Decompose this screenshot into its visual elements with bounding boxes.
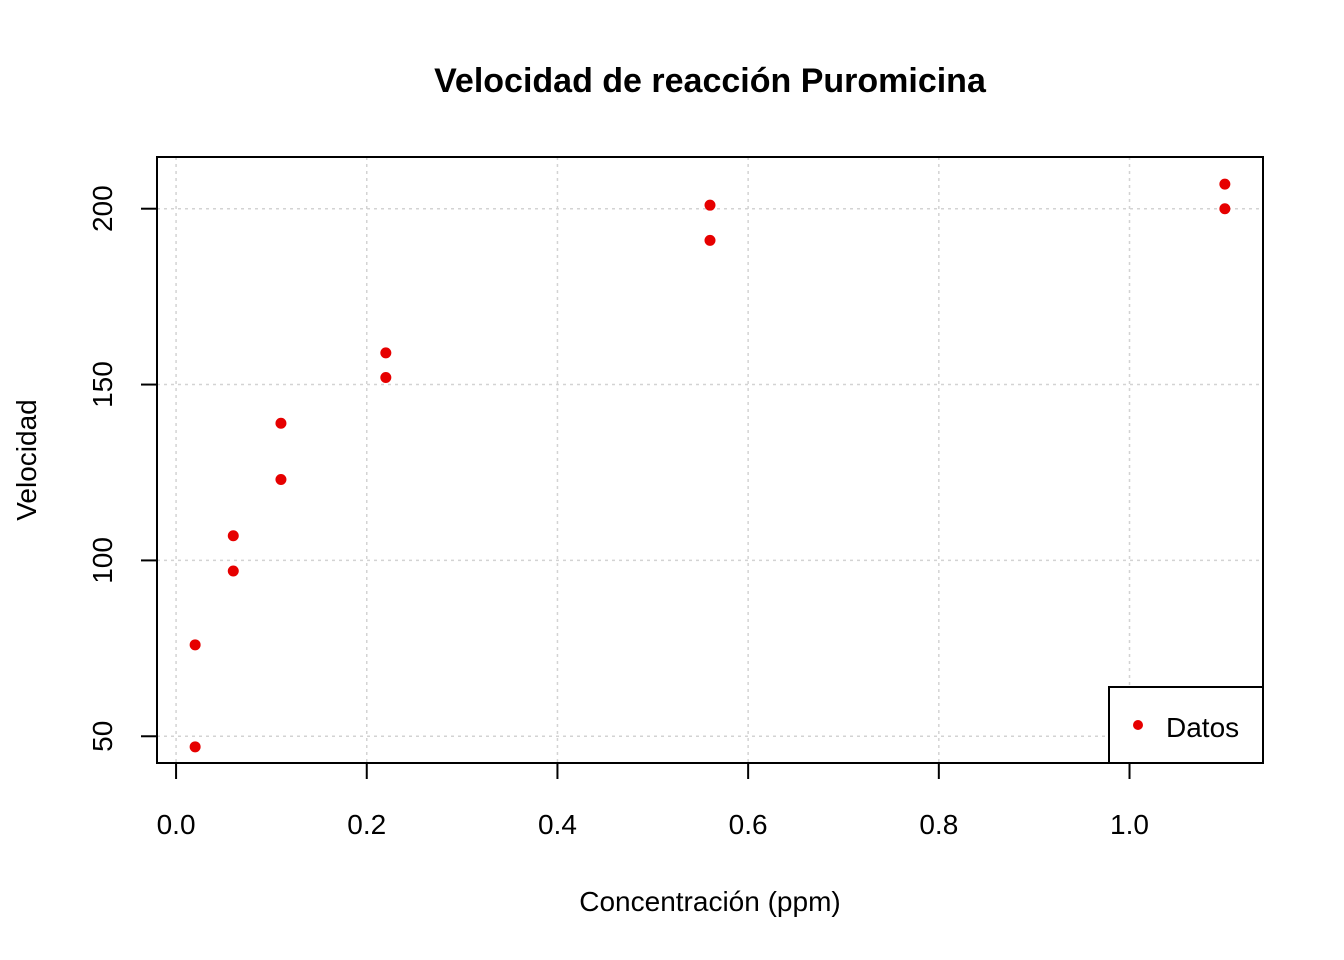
y-tick-label: 200 xyxy=(87,185,118,232)
y-tick-label: 100 xyxy=(87,537,118,584)
data-point xyxy=(1219,178,1231,190)
x-tick-label: 0.6 xyxy=(729,809,768,840)
x-axis: 0.0 0.2 0.4 0.6 0.8 1.0 xyxy=(157,762,1149,840)
data-points xyxy=(189,178,1231,753)
y-axis-label: Velocidad xyxy=(11,399,42,520)
x-tick-label: 0.4 xyxy=(538,809,577,840)
data-point xyxy=(227,530,239,542)
data-point xyxy=(275,474,287,486)
legend: Datos xyxy=(1108,686,1264,764)
data-point xyxy=(189,639,201,651)
y-axis: 50 100 150 200 xyxy=(87,185,158,752)
data-point xyxy=(704,234,716,246)
data-point xyxy=(189,741,201,753)
chart-title: Velocidad de reacción Puromicina xyxy=(434,62,987,100)
y-tick-label: 50 xyxy=(87,721,118,752)
data-point xyxy=(275,417,287,429)
data-point xyxy=(227,565,239,577)
x-axis-label: Concentración (ppm) xyxy=(579,886,840,917)
data-point xyxy=(704,199,716,211)
x-tick-label: 1.0 xyxy=(1110,809,1149,840)
legend-marker xyxy=(1133,720,1143,730)
grid xyxy=(157,157,1263,763)
x-tick-label: 0.2 xyxy=(347,809,386,840)
plot-frame xyxy=(156,156,1264,764)
x-tick-label: 0.8 xyxy=(919,809,958,840)
y-tick-label: 150 xyxy=(87,361,118,408)
data-point xyxy=(380,372,392,384)
data-point xyxy=(1219,203,1231,215)
x-tick-label: 0.0 xyxy=(157,809,196,840)
legend-label: Datos xyxy=(1166,712,1239,743)
data-point xyxy=(380,347,392,359)
